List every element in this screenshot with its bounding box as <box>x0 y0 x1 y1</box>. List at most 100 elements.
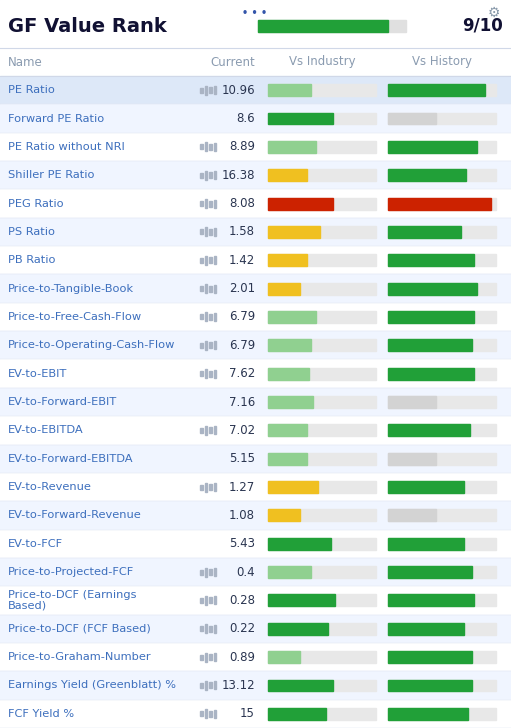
Bar <box>268 453 376 464</box>
Text: 1.42: 1.42 <box>229 254 255 266</box>
Bar <box>214 370 216 378</box>
Bar <box>388 311 496 323</box>
Text: EV-to-Forward-EBITDA: EV-to-Forward-EBITDA <box>8 454 133 464</box>
Bar <box>214 143 216 151</box>
Text: Price-to-Projected-FCF: Price-to-Projected-FCF <box>8 567 134 577</box>
Bar <box>388 538 463 550</box>
Bar <box>388 113 435 124</box>
Bar <box>268 141 376 153</box>
Bar <box>214 341 216 349</box>
Bar <box>268 113 376 124</box>
Bar <box>214 171 216 179</box>
Bar <box>200 286 202 291</box>
Bar <box>388 368 496 379</box>
Bar <box>214 86 216 94</box>
Bar <box>268 708 376 720</box>
Bar <box>214 228 216 236</box>
Bar <box>268 141 315 153</box>
Bar <box>268 311 315 323</box>
Bar <box>388 282 496 295</box>
Bar <box>204 652 207 662</box>
Bar <box>209 87 212 93</box>
Bar <box>268 595 376 606</box>
Text: Forward PE Ratio: Forward PE Ratio <box>8 114 104 124</box>
Bar <box>388 481 496 493</box>
Bar <box>268 311 376 323</box>
Bar <box>200 371 202 376</box>
Text: PEG Ratio: PEG Ratio <box>8 199 64 208</box>
Bar <box>200 598 202 603</box>
Bar <box>0 445 511 473</box>
Bar <box>209 711 212 717</box>
Bar <box>214 681 216 689</box>
Bar <box>204 86 207 95</box>
Text: Price-to-DCF (Earnings: Price-to-DCF (Earnings <box>8 590 136 601</box>
Bar <box>388 226 496 238</box>
Bar <box>388 623 496 635</box>
Bar <box>268 282 376 295</box>
Bar <box>209 484 212 490</box>
Bar <box>268 254 307 266</box>
Bar <box>388 113 496 124</box>
Bar <box>209 173 212 178</box>
Bar <box>388 141 496 153</box>
Bar <box>388 566 472 578</box>
Text: 8.08: 8.08 <box>229 197 255 210</box>
Bar <box>204 681 207 690</box>
Bar <box>268 170 376 181</box>
Bar <box>204 596 207 605</box>
Bar <box>0 246 511 274</box>
Text: Name: Name <box>8 55 43 68</box>
Bar <box>214 483 216 491</box>
Text: Price-to-Tangible-Book: Price-to-Tangible-Book <box>8 284 134 293</box>
Text: 10.96: 10.96 <box>221 84 255 97</box>
Bar <box>388 254 496 266</box>
Text: PE Ratio without NRI: PE Ratio without NRI <box>8 142 125 152</box>
Text: 0.89: 0.89 <box>229 651 255 664</box>
Bar <box>0 48 511 76</box>
Bar <box>200 428 202 433</box>
Text: EV-to-Revenue: EV-to-Revenue <box>8 482 92 492</box>
Bar <box>268 226 320 238</box>
Text: ⚙: ⚙ <box>487 6 500 20</box>
Bar <box>268 282 300 295</box>
Bar <box>388 84 496 96</box>
Bar <box>268 339 311 351</box>
Bar <box>268 170 307 181</box>
Bar <box>388 226 461 238</box>
Bar <box>388 339 472 351</box>
Bar <box>200 626 202 631</box>
Bar <box>388 623 463 635</box>
Bar <box>214 596 216 604</box>
Bar <box>214 313 216 321</box>
Bar <box>209 682 212 689</box>
Text: Price-to-Operating-Cash-Flow: Price-to-Operating-Cash-Flow <box>8 340 175 350</box>
Bar <box>0 473 511 501</box>
Bar <box>200 683 202 688</box>
Bar <box>0 0 511 48</box>
Bar <box>268 197 333 210</box>
Bar <box>209 285 212 292</box>
Bar <box>0 558 511 586</box>
Bar <box>268 651 376 663</box>
Bar <box>268 566 376 578</box>
Bar <box>268 510 376 521</box>
Bar <box>204 143 207 151</box>
Bar <box>204 284 207 293</box>
Bar <box>200 314 202 320</box>
Bar <box>268 481 318 493</box>
Bar <box>268 197 376 210</box>
Text: 7.62: 7.62 <box>229 367 255 380</box>
Text: 2.01: 2.01 <box>229 282 255 295</box>
Bar <box>204 341 207 350</box>
Bar <box>0 614 511 643</box>
Bar <box>200 173 202 178</box>
Text: 6.79: 6.79 <box>229 339 255 352</box>
Bar <box>209 201 212 207</box>
Bar <box>0 132 511 161</box>
Text: EV-to-Forward-Revenue: EV-to-Forward-Revenue <box>8 510 142 521</box>
Bar <box>268 595 335 606</box>
Bar <box>209 229 212 235</box>
Bar <box>204 483 207 491</box>
Bar <box>204 171 207 180</box>
